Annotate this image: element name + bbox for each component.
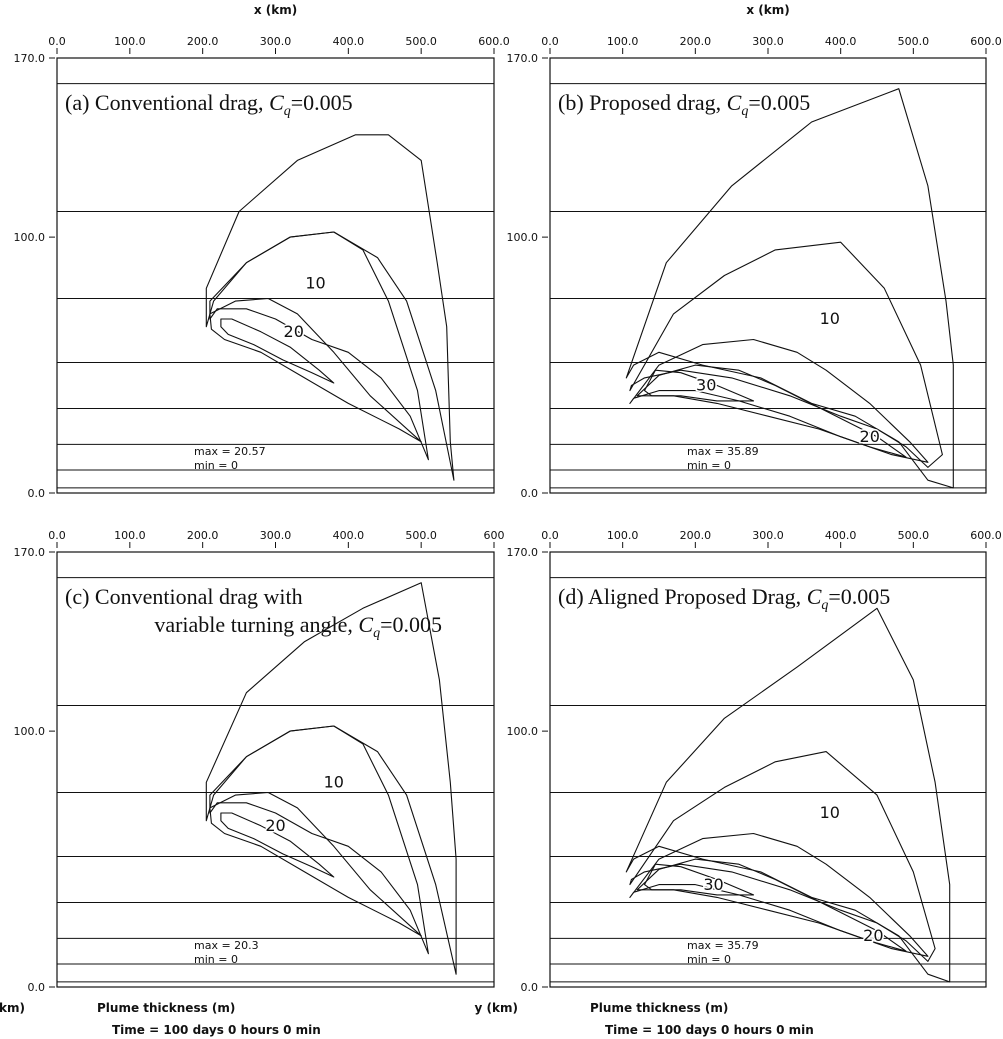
x-tick-label-a: 200.0: [187, 35, 219, 48]
contour-c-20: [220, 812, 335, 878]
x-tick-label-a: 0.0: [48, 35, 66, 48]
x-tick-label-d: 300.0: [752, 529, 784, 542]
x-tick-label-a: 500.0: [405, 35, 437, 48]
contour-label-b: 30: [696, 376, 716, 395]
min-label-b: min = 0: [687, 459, 731, 472]
y-tick-label-d: 100.0: [507, 725, 539, 738]
contour-d-30: [643, 863, 755, 896]
x-tick-label-c: 0.0: [48, 529, 66, 542]
panel-frame-a: [56, 57, 495, 494]
y-tick-label-b: 100.0: [507, 231, 539, 244]
max-label-b: max = 35.89: [687, 445, 759, 458]
y-tick-label-a: 170.0: [14, 52, 46, 65]
x-tick-label-a: 100.0: [114, 35, 146, 48]
x-tick-label-b: 100.0: [607, 35, 639, 48]
x-tick-label-d: 100.0: [607, 529, 639, 542]
contour-label-d: 30: [703, 875, 723, 894]
min-label-d: min = 0: [687, 953, 731, 966]
contour-d-6: [629, 751, 936, 962]
contour-label-c: 20: [265, 816, 285, 835]
contour-b-6: [629, 241, 943, 468]
x-tick-label-b: 500.0: [898, 35, 930, 48]
x-tick-label-a: 300.0: [260, 35, 292, 48]
contour-d-20: [636, 858, 907, 952]
min-label-c: min = 0: [194, 953, 238, 966]
x-tick-label-b: 400.0: [825, 35, 857, 48]
contour-b-20: [636, 364, 907, 458]
max-label-d: max = 35.79: [687, 939, 759, 952]
contour-label-c: 10: [324, 772, 344, 791]
contour-a-20: [220, 318, 335, 384]
y-axis-label-d: y (km): [475, 1001, 518, 1015]
max-label-c: max = 20.3: [194, 939, 259, 952]
contour-c-6: [209, 725, 429, 955]
contour-b-2: [625, 88, 954, 489]
y-tick-label-a: 0.0: [28, 487, 46, 500]
contour-label-a: 20: [284, 322, 304, 341]
x-tick-label-c: 600: [484, 529, 505, 542]
contour-label-d: 20: [863, 926, 883, 945]
x-tick-label-b: 200.0: [680, 35, 712, 48]
x-tick-label-c: 200.0: [187, 529, 219, 542]
panel-frame-d: [549, 551, 987, 988]
x-tick-label-c: 300.0: [260, 529, 292, 542]
panel-title-b: (b) Proposed drag, Cq=0.005: [558, 90, 810, 119]
contour-label-a: 10: [305, 273, 325, 292]
x-axis-label-b: x (km): [746, 3, 789, 17]
panel-frame-b: [549, 57, 987, 494]
contour-a-12: [209, 297, 422, 443]
x-tick-label-d: 0.0: [541, 529, 559, 542]
contour-d-12: [629, 832, 929, 957]
quantity-label-d: Plume thickness (m): [590, 1001, 728, 1015]
x-tick-label-d: 600.0: [970, 529, 1002, 542]
panel-title-c-line2: variable turning angle, Cq=0.005: [154, 612, 442, 641]
y-tick-label-b: 170.0: [507, 52, 539, 65]
x-tick-label-d: 400.0: [825, 529, 857, 542]
time-label-d: Time = 100 days 0 hours 0 min: [605, 1023, 814, 1037]
contour-label-b: 20: [860, 427, 880, 446]
x-tick-label-c: 400.0: [333, 529, 365, 542]
panel-title-d: (d) Aligned Proposed Drag, Cq=0.005: [558, 584, 890, 613]
contour-a-2: [205, 134, 455, 481]
y-axis-label-c: y (km): [0, 1001, 25, 1015]
y-tick-label-d: 170.0: [507, 546, 539, 559]
time-label-c: Time = 100 days 0 hours 0 min: [112, 1023, 321, 1037]
contour-d-2: [625, 607, 951, 983]
y-tick-label-c: 100.0: [14, 725, 46, 738]
max-label-a: max = 20.57: [194, 445, 266, 458]
contour-label-b: 10: [820, 309, 840, 328]
panel-title-c: (c) Conventional drag with: [65, 584, 303, 609]
contour-b-30: [643, 369, 755, 402]
panel-title-a: (a) Conventional drag, Cq=0.005: [65, 90, 353, 119]
min-label-a: min = 0: [194, 459, 238, 472]
x-tick-label-a: 400.0: [333, 35, 365, 48]
contour-label-d: 10: [820, 803, 840, 822]
x-tick-label-c: 100.0: [114, 529, 146, 542]
x-axis-label-a: x (km): [254, 3, 297, 17]
panel-frame-c: [56, 551, 495, 988]
x-tick-label-d: 200.0: [680, 529, 712, 542]
quantity-label-c: Plume thickness (m): [97, 1001, 235, 1015]
x-tick-label-b: 600.0: [970, 35, 1002, 48]
y-tick-label-d: 0.0: [521, 981, 539, 994]
x-tick-label-d: 500.0: [898, 529, 930, 542]
contour-b-12: [629, 338, 929, 463]
contour-a-6: [209, 231, 429, 461]
y-tick-label-b: 0.0: [521, 487, 539, 500]
x-tick-label-c: 500.0: [405, 529, 437, 542]
y-tick-label-a: 100.0: [14, 231, 46, 244]
x-tick-label-a: 600.0: [478, 35, 510, 48]
x-tick-label-b: 0.0: [541, 35, 559, 48]
y-tick-label-c: 0.0: [28, 981, 46, 994]
x-tick-label-b: 300.0: [752, 35, 784, 48]
contour-c-12: [209, 791, 422, 937]
y-tick-label-c: 170.0: [14, 546, 46, 559]
